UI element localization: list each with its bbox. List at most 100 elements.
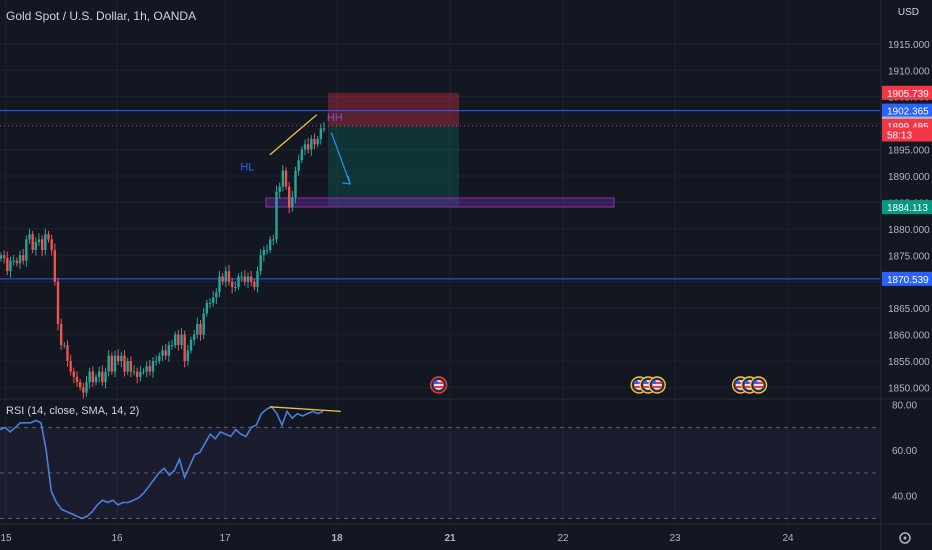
candle-body	[300, 149, 304, 161]
candle-body	[196, 324, 199, 335]
candle-body	[158, 355, 161, 361]
candle-body	[243, 276, 247, 282]
candle-body	[202, 313, 205, 335]
candle-body	[227, 271, 231, 282]
price-tick-label: 1860.000	[888, 331, 930, 342]
candle-body	[262, 250, 266, 256]
support-zone[interactable]	[265, 197, 615, 208]
candle-body	[66, 345, 69, 361]
candle-body	[189, 339, 193, 351]
price-tag	[882, 103, 932, 118]
price-tick-label: 1915.000	[888, 40, 930, 51]
candle-body	[15, 260, 19, 264]
us-flag-event-icon	[735, 382, 746, 384]
candle-body	[97, 371, 101, 377]
candle-body	[0, 255, 3, 259]
us-flag-event-icon	[652, 386, 663, 388]
candle-body	[110, 355, 114, 372]
price-tick-label: 1855.000	[888, 357, 930, 368]
us-flag-event-icon	[744, 381, 749, 384]
candle-body	[53, 250, 57, 282]
candle-body	[246, 276, 250, 282]
marker-label-hh: HH	[327, 112, 343, 124]
candle-body	[306, 144, 310, 150]
candle-body	[297, 160, 300, 171]
candle-body	[2, 255, 6, 258]
candle-body	[192, 334, 196, 340]
rsi-tick-label: 60.00	[892, 446, 917, 457]
price-tick-label: 1880.000	[888, 225, 930, 236]
us-flag-event-icon	[643, 381, 648, 384]
date-tick-label: 18	[331, 533, 343, 544]
trend-line[interactable]	[269, 114, 318, 156]
price-tick-label: 1890.000	[888, 172, 930, 183]
candle-body	[85, 382, 88, 393]
price-tag-label: 1884.113	[887, 203, 928, 214]
candle-body	[234, 287, 237, 288]
candle-body	[167, 345, 171, 356]
us-flag-event-icon	[753, 386, 764, 388]
candle-body	[180, 334, 183, 346]
candle-body	[126, 361, 129, 372]
candle-body	[186, 350, 190, 361]
rsi-tick-label: 80.00	[892, 401, 917, 412]
candle-body	[211, 297, 215, 303]
price-tag-label: 1902.365	[887, 107, 929, 118]
us-flag-event-icon	[634, 381, 639, 384]
price-tag-label: 1905.739	[887, 89, 929, 100]
candle-body	[63, 345, 66, 347]
date-tick-label: 17	[219, 533, 231, 544]
candle-body	[316, 139, 319, 145]
candle-body	[170, 345, 174, 347]
candle-body	[221, 276, 224, 282]
us-flag-event-icon	[643, 386, 654, 388]
us-flag-event-icon	[753, 381, 758, 384]
candle-body	[310, 139, 313, 150]
candle-body	[78, 382, 82, 388]
price-tag-label: 58:13	[887, 131, 912, 142]
price-tick-label: 1910.000	[888, 66, 930, 77]
candle-body	[224, 271, 228, 282]
candle-body	[28, 234, 31, 240]
candle-body	[205, 302, 209, 314]
candle-body	[104, 371, 107, 383]
candle-body	[303, 144, 307, 150]
candle-body	[173, 334, 177, 346]
candle-body	[6, 257, 9, 272]
stop-loss-zone[interactable]	[328, 92, 459, 126]
candle-body	[135, 371, 139, 377]
price-tag-label: 1870.539	[887, 275, 929, 286]
candle-body	[272, 239, 275, 241]
candle-body	[69, 361, 72, 372]
candle-body	[120, 355, 123, 361]
candle-body	[44, 234, 47, 250]
candle-body	[230, 281, 234, 287]
candle-body	[59, 324, 63, 346]
candle-body	[183, 334, 186, 361]
candle-body	[287, 186, 291, 208]
rsi-trend-line[interactable]	[269, 406, 341, 413]
candle-body	[37, 239, 41, 243]
candle-body	[132, 371, 136, 373]
candle-body	[12, 260, 15, 262]
price-tag	[882, 271, 932, 286]
candle-body	[177, 334, 180, 346]
candle-body	[291, 197, 294, 208]
candle-body	[151, 361, 155, 372]
us-flag-event-icon	[652, 381, 657, 384]
candle-body	[91, 371, 95, 383]
take-profit-zone[interactable]	[328, 125, 459, 208]
us-flag-event-icon	[643, 382, 654, 384]
settings-gear-icon[interactable]	[899, 532, 911, 544]
direction-arrow[interactable]	[330, 132, 351, 185]
candle-body	[164, 350, 167, 356]
settings-gear-icon	[903, 536, 907, 540]
price-tag	[882, 85, 932, 100]
candle-body	[284, 170, 288, 187]
rsi-line	[0, 405, 324, 520]
candle-body	[113, 355, 117, 372]
candle-body	[145, 366, 148, 372]
us-flag-event-icon	[433, 382, 444, 384]
candle-body	[18, 255, 22, 264]
